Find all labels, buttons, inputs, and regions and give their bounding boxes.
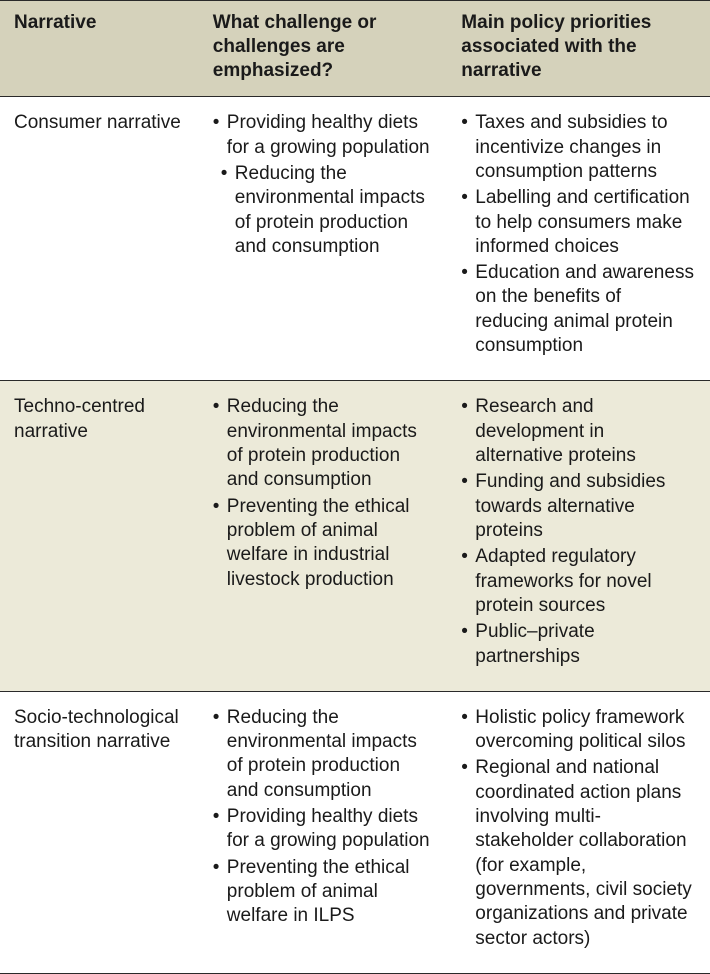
list-item: Reducing the environmental impacts of pr… [221,162,434,259]
list-item: Preventing the ethical problem of animal… [213,495,434,592]
cell-narrative: Techno-centred narrative [0,381,199,691]
header-policies: Main policy priorities associated with t… [447,1,710,97]
cell-challenges: Reducing the environmental impacts of pr… [199,381,448,691]
list-item: Research and development in alternative … [461,395,696,468]
table-container: Narrative What challenge or challenges a… [0,0,710,974]
table-row: Techno-centred narrative Reducing the en… [0,381,710,691]
list-item: Holistic policy framework overcoming pol… [461,706,696,755]
table-row: Consumer narrative Providing healthy die… [0,97,710,381]
list-item: Taxes and subsidies to incentivize chang… [461,111,696,184]
cell-policies: Taxes and subsidies to incentivize chang… [447,97,710,381]
policy-list: Holistic policy framework overcoming pol… [461,706,696,951]
list-item: Public–private partnerships [461,620,696,669]
cell-challenges: Providing healthy diets for a growing po… [199,97,448,381]
cell-narrative: Socio-technological transition narrative [0,691,199,973]
list-item: Labelling and certification to help cons… [461,186,696,259]
list-item: Reducing the environmental impacts of pr… [213,706,434,803]
list-item: Providing healthy diets for a growing po… [213,805,434,854]
list-item: Regional and national coordinated action… [461,756,696,951]
challenge-list: Reducing the environmental impacts of pr… [213,706,434,929]
header-challenges: What challenge or challenges are emphasi… [199,1,448,97]
table-row: Socio-technological transition narrative… [0,691,710,973]
list-item: Providing healthy diets for a growing po… [213,111,434,160]
challenge-list: Providing healthy diets for a growing po… [213,111,434,259]
list-item: Preventing the ethical problem of animal… [213,856,434,929]
list-item: Reducing the environmental impacts of pr… [213,395,434,492]
list-item: Adapted regulatory frameworks for novel … [461,545,696,618]
policy-list: Research and development in alternative … [461,395,696,668]
cell-narrative: Consumer narrative [0,97,199,381]
cell-challenges: Reducing the environmental impacts of pr… [199,691,448,973]
cell-policies: Research and development in alternative … [447,381,710,691]
list-item: Funding and subsidies towards alternativ… [461,470,696,543]
narratives-table: Narrative What challenge or challenges a… [0,0,710,974]
policy-list: Taxes and subsidies to incentivize chang… [461,111,696,358]
header-narrative: Narrative [0,1,199,97]
cell-policies: Holistic policy framework overcoming pol… [447,691,710,973]
list-item: Education and awareness on the benefits … [461,261,696,358]
table-header-row: Narrative What challenge or challenges a… [0,1,710,97]
challenge-list: Reducing the environmental impacts of pr… [213,395,434,592]
